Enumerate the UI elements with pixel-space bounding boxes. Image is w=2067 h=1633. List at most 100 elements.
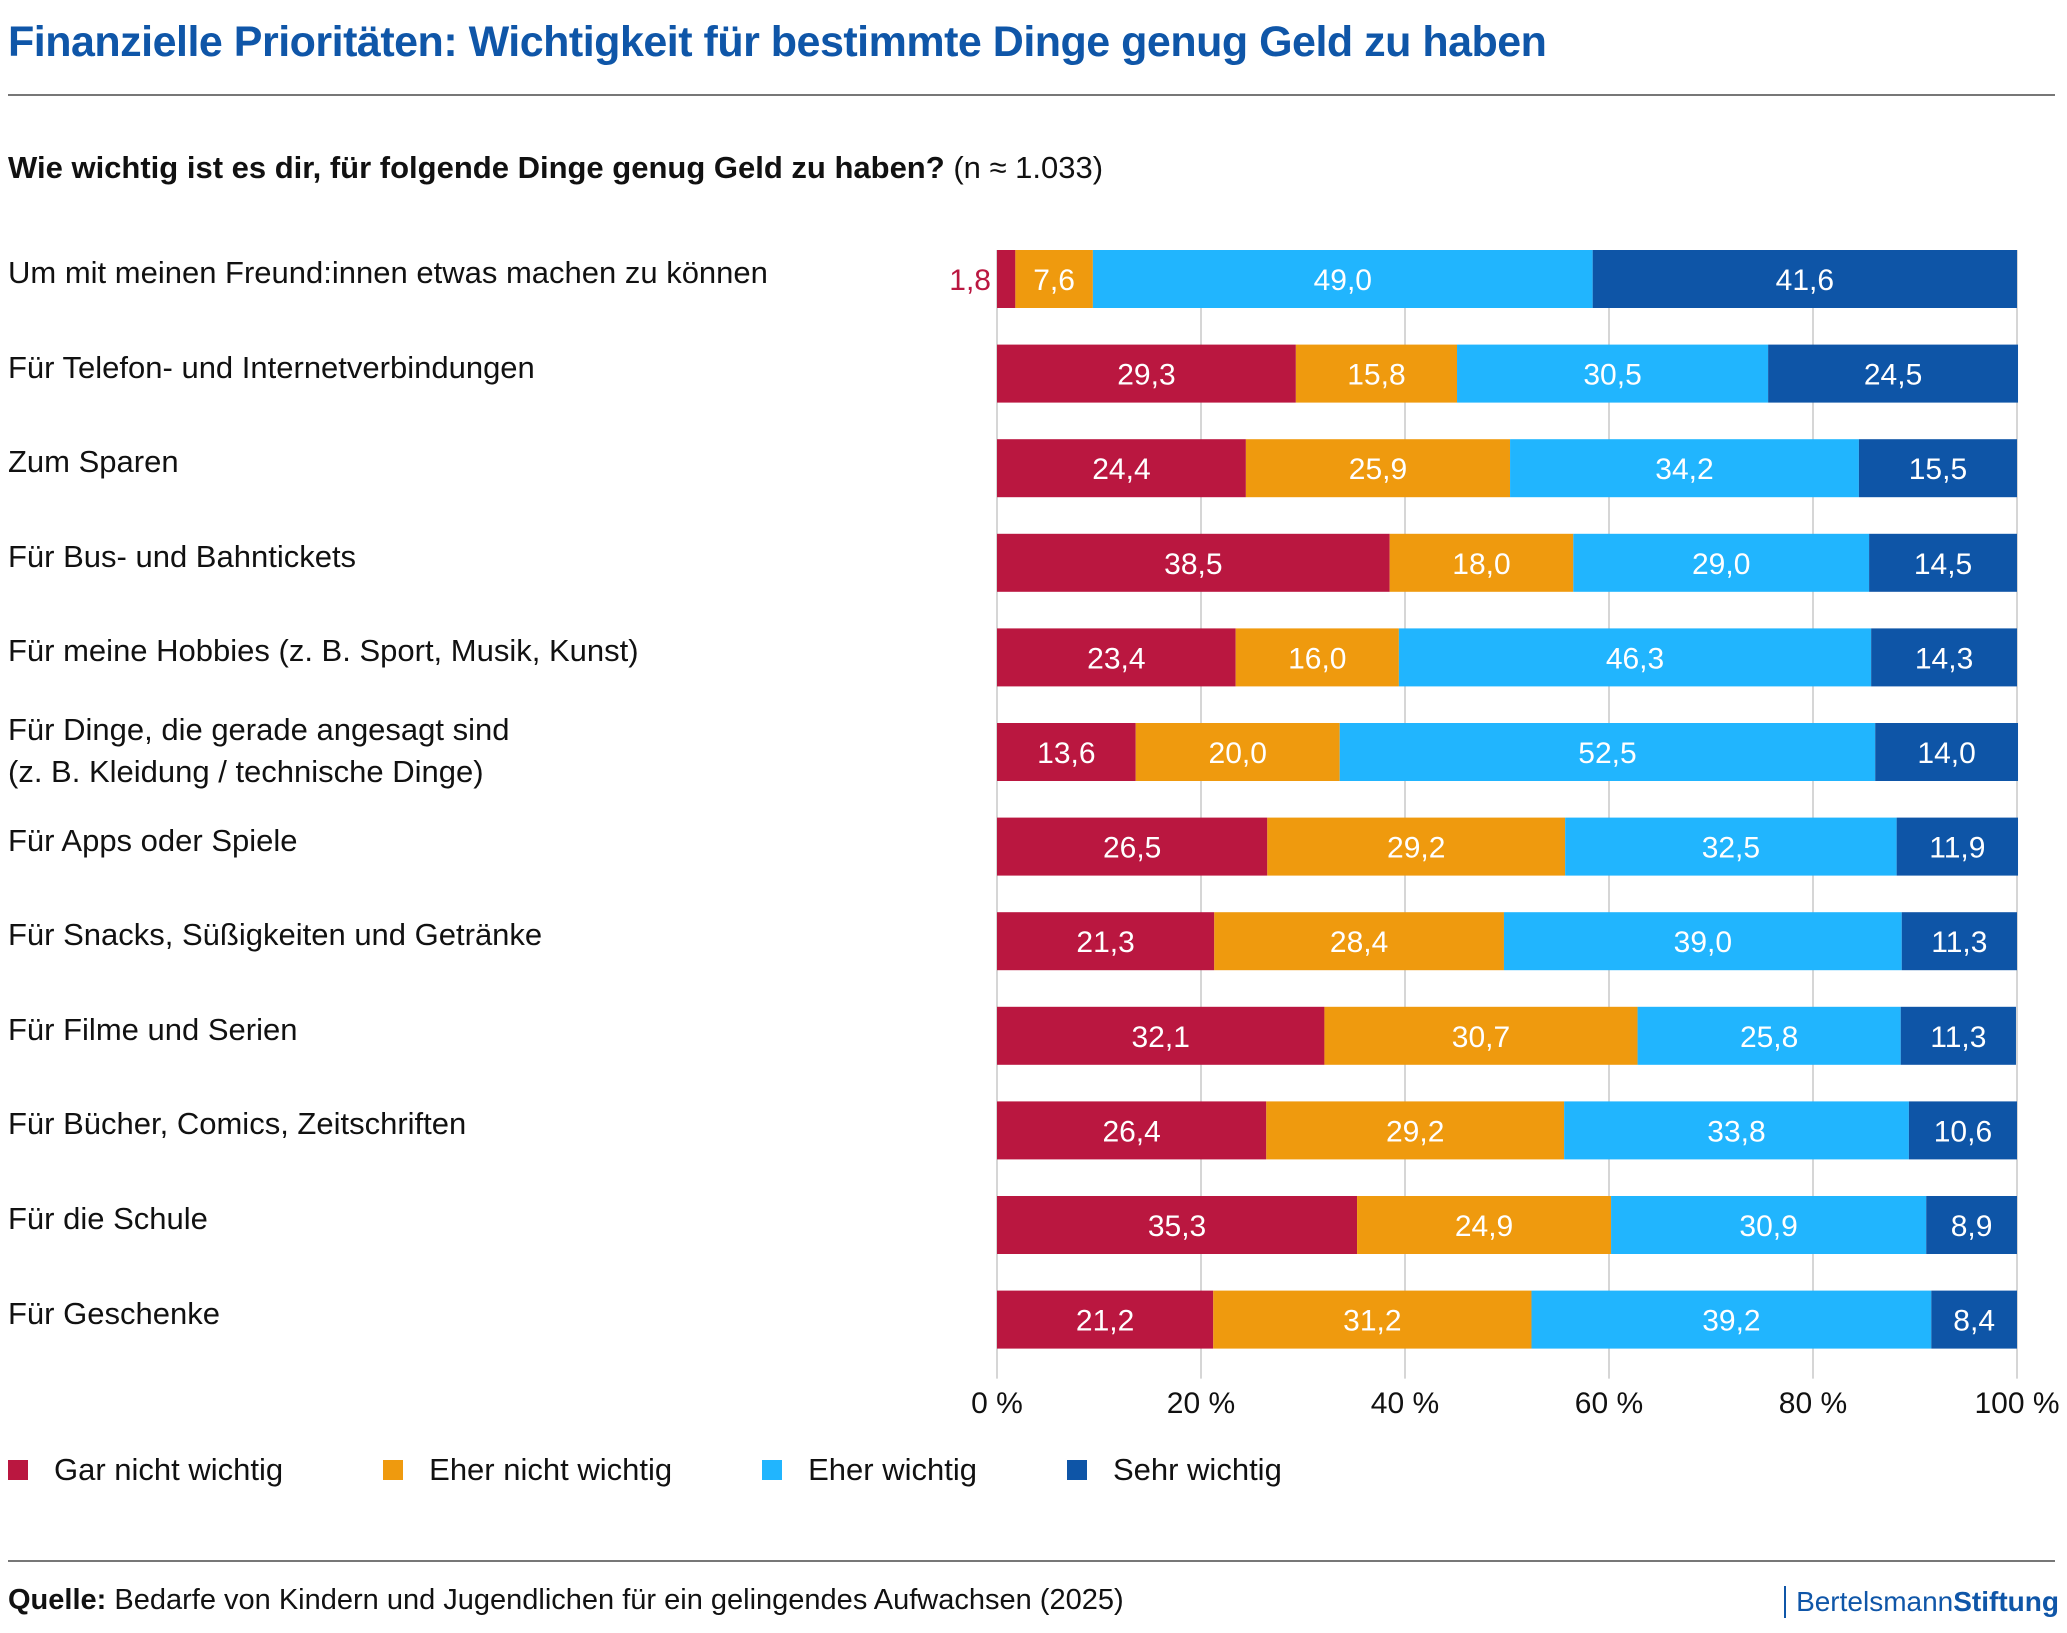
survey-question: Wie wichtig ist es dir, für folgende Din… [8, 150, 945, 185]
data-label: 16,0 [1288, 642, 1346, 675]
category-label-line: (z. B. Kleidung / technische Dinge) [8, 754, 484, 789]
data-label: 25,8 [1740, 1021, 1798, 1054]
legend-item: Eher nicht wichtig [383, 1452, 672, 1488]
logo-part1: Bertelsmann [1796, 1586, 1954, 1617]
chart-subtitle: Wie wichtig ist es dir, für folgende Din… [8, 150, 1103, 186]
bar-segment [997, 628, 1236, 687]
bar-segment [1267, 817, 1566, 876]
bar-segment [997, 250, 1016, 308]
data-label: 35,3 [1148, 1210, 1206, 1243]
bar-segment [1611, 1196, 1927, 1254]
category-label-line: Für Telefon- und Internetverbindungen [8, 349, 535, 385]
data-label: 26,4 [1102, 1115, 1160, 1148]
bar-segment [997, 344, 1296, 403]
bar-segment [1389, 533, 1574, 592]
data-label: 11,3 [1930, 1021, 1986, 1054]
data-label: 1,8 [949, 264, 991, 297]
legend-item: Eher wichtig [762, 1452, 977, 1488]
bar-segment [1015, 250, 1093, 308]
bottom-divider [8, 1560, 2055, 1562]
legend-label: Gar nicht wichtig [54, 1452, 284, 1487]
category-label-line: Für meine Hobbies (z. B. Sport, Musik, K… [8, 633, 639, 669]
data-label: 7,6 [1033, 264, 1075, 297]
top-divider [8, 94, 2055, 96]
category-label: Für Bücher, Comics, Zeitschriften [8, 1103, 466, 1145]
x-tick-label: 20 % [1167, 1387, 1235, 1420]
category-label: Für Snacks, Süßigkeiten und Getränke [8, 914, 542, 956]
legend-label: Eher nicht wichtig [429, 1452, 673, 1487]
bertelsmann-logo: BertelsmannStiftung [1784, 1586, 2059, 1618]
data-label: 38,5 [1164, 548, 1222, 581]
data-label: 11,3 [1931, 926, 1987, 959]
bar-segment [1768, 344, 2019, 403]
source-label: Quelle: [8, 1584, 107, 1616]
data-label: 34,2 [1655, 453, 1713, 486]
sample-size: (n ≈ 1.033) [953, 150, 1104, 185]
bar-segment [997, 912, 1215, 971]
bar-segment [1339, 723, 1876, 781]
logo-part2: Stiftung [1953, 1586, 2059, 1617]
data-label: 30,5 [1583, 359, 1641, 392]
bar-segment [1266, 1101, 1565, 1160]
legend-label: Sehr wichtig [1112, 1452, 1282, 1487]
data-label: 24,9 [1455, 1210, 1513, 1243]
data-label: 41,6 [1776, 264, 1834, 297]
category-label-line: Für Dinge, die gerade angesagt sind [8, 712, 510, 747]
bar-segment [1457, 344, 1769, 403]
legend: Gar nicht wichtig Eher nicht wichtig Eher … [8, 1452, 1282, 1488]
data-label: 33,8 [1707, 1115, 1765, 1148]
data-label: 13,6 [1037, 737, 1095, 770]
legend-swatch [8, 1460, 28, 1480]
category-label: Für Telefon- und Internetverbindungen [8, 347, 535, 389]
data-label: 29,0 [1692, 548, 1750, 581]
data-label: 25,9 [1349, 453, 1407, 486]
bar-segment [1637, 1006, 1901, 1065]
data-label: 29,2 [1387, 832, 1445, 865]
legend-swatch [383, 1460, 404, 1480]
bar-segment [1875, 723, 2019, 781]
legend-item: Gar nicht wichtig [8, 1452, 283, 1488]
bar-segment [1510, 439, 1859, 498]
bar-segment [997, 723, 1136, 781]
data-label: 24,5 [1864, 359, 1922, 392]
bar-segment [1908, 1101, 2017, 1160]
category-label: Zum Sparen [8, 441, 179, 483]
data-label: 31,2 [1343, 1305, 1401, 1338]
data-label: 46,3 [1606, 642, 1664, 675]
data-label: 21,3 [1076, 926, 1134, 959]
data-label: 20,0 [1209, 737, 1267, 770]
bar-segment [1398, 628, 1872, 687]
category-label-line: Für Filme und Serien [8, 1011, 298, 1047]
data-label: 24,4 [1092, 453, 1150, 486]
data-label: 32,1 [1132, 1021, 1190, 1054]
data-label: 26,5 [1103, 832, 1161, 865]
x-tick-label: 80 % [1779, 1387, 1847, 1420]
data-label: 29,3 [1117, 359, 1175, 392]
bar-segment [1213, 1290, 1532, 1349]
x-tick-label: 100 % [1974, 1387, 2059, 1420]
data-label: 49,0 [1314, 264, 1372, 297]
data-label: 29,2 [1386, 1115, 1444, 1148]
bar-segment [1245, 439, 1511, 498]
bar-segment [1503, 912, 1902, 971]
category-label: Für Apps oder Spiele [8, 820, 298, 862]
category-label: Für Geschenke [8, 1293, 220, 1335]
category-label: Für meine Hobbies (z. B. Sport, Musik, K… [8, 630, 639, 672]
data-label: 39,0 [1674, 926, 1732, 959]
category-label-line: Für die Schule [8, 1201, 208, 1236]
bar-segment [1573, 533, 1870, 592]
bar-segment [997, 1101, 1267, 1160]
stacked-bar-chart: 0 % 20 % 40 % 60 % 80 % 100 % 1,8 7,6 49,0 41,6 29… [949, 250, 2060, 1420]
bar-segment [997, 1196, 1358, 1254]
bar-segment [997, 439, 1246, 498]
data-label: 11,9 [1929, 832, 1985, 865]
legend-label: Eher wichtig [808, 1452, 977, 1487]
category-label-line: Für Geschenke [8, 1295, 220, 1331]
bar-segment [1858, 439, 2017, 498]
bar-segment [997, 817, 1268, 876]
bar-segment [1564, 1101, 1909, 1160]
bar-segment [1214, 912, 1504, 971]
data-label: 18,0 [1452, 548, 1510, 581]
bar-segment [1871, 628, 2017, 687]
bar-segment [997, 1006, 1325, 1065]
